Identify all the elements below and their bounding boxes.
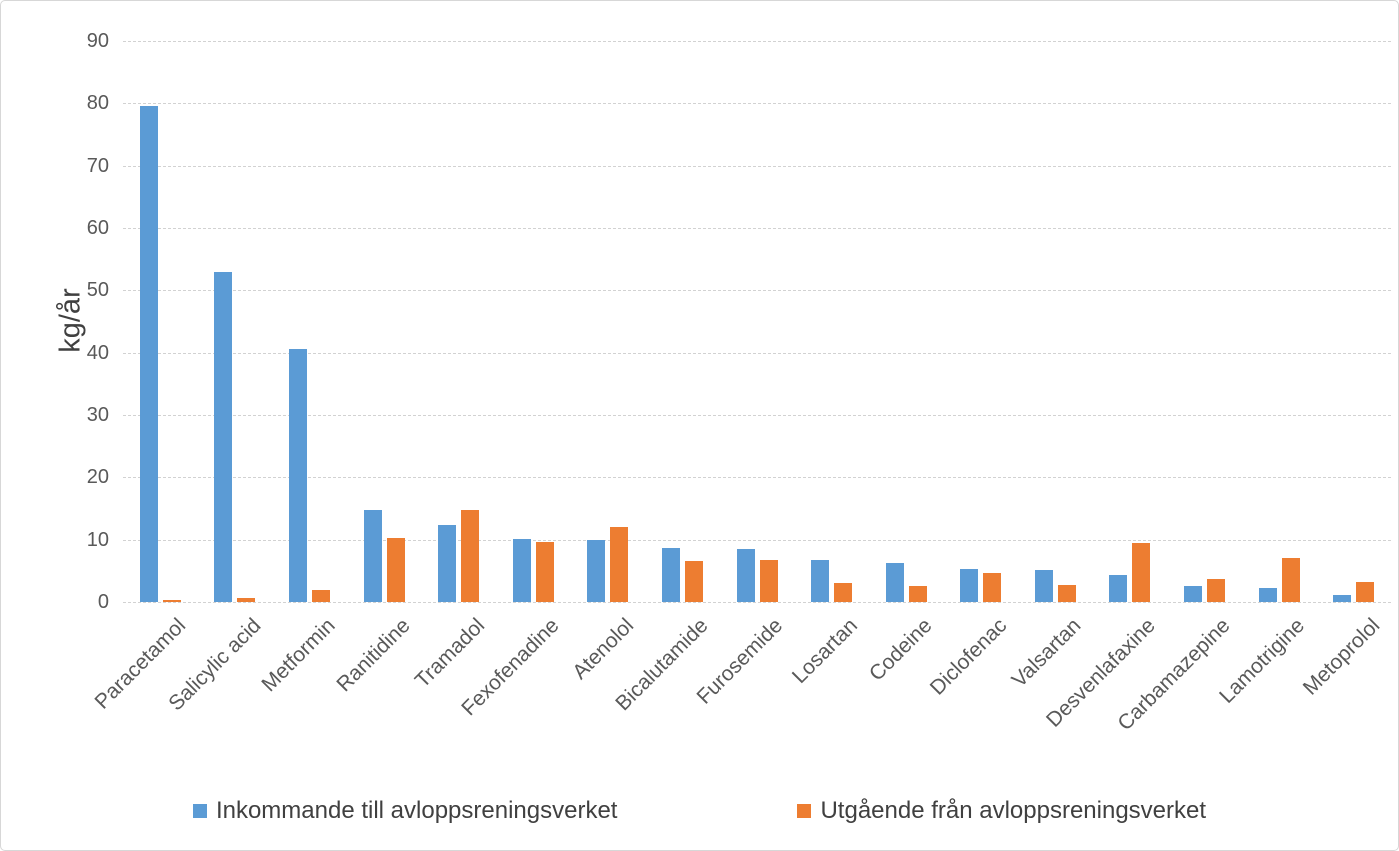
bar	[1207, 578, 1226, 602]
bar	[237, 598, 256, 602]
bar	[288, 348, 307, 602]
gridline	[123, 539, 1391, 541]
y-tick-label: 60	[86, 217, 109, 239]
bar	[1109, 575, 1128, 602]
y-tick-label: 70	[86, 154, 109, 177]
bar	[311, 589, 330, 602]
bar	[736, 549, 755, 602]
gridline	[123, 352, 1391, 354]
chart-legend: Inkommande till avloppsreningsverket Utgå…	[1, 797, 1398, 825]
x-axis-label: Metoprolol	[1298, 614, 1384, 700]
bar	[139, 106, 158, 602]
x-axis-label: Losartan	[787, 614, 862, 689]
x-axis-label: Ranitidine	[332, 614, 415, 697]
y-tick-label: 10	[86, 528, 109, 551]
bar	[1356, 582, 1375, 602]
bar	[461, 510, 480, 602]
bar	[684, 561, 703, 602]
y-tick-label: 20	[86, 466, 109, 489]
legend-item: Utgående från avloppsreningsverket	[797, 797, 1206, 825]
bar	[512, 539, 531, 602]
bar	[960, 568, 979, 602]
bar	[587, 539, 606, 602]
bar	[438, 525, 457, 602]
bar	[885, 563, 904, 602]
gridline	[123, 415, 1391, 416]
gridline	[123, 165, 1391, 167]
bar	[1281, 558, 1300, 602]
gridline	[123, 602, 1391, 603]
x-axis-label: Diclofenac	[925, 614, 1012, 700]
bar	[1258, 588, 1277, 602]
legend-label: Inkommande till avloppsreningsverket	[215, 797, 618, 824]
bar	[162, 600, 181, 602]
y-tick-label: 40	[86, 341, 109, 364]
x-axis-label: Metformin	[257, 614, 340, 697]
bar	[535, 542, 554, 602]
bar	[834, 583, 853, 602]
gridline	[123, 477, 1391, 479]
y-tick-label: 90	[86, 30, 109, 52]
bar	[1034, 569, 1053, 602]
gridline	[123, 103, 1391, 105]
y-tick-label: 80	[86, 92, 109, 115]
gridline	[123, 41, 1391, 42]
bar	[811, 559, 830, 602]
x-axis-label: Valsartan	[1007, 614, 1086, 692]
y-tick-label: 0	[97, 591, 109, 613]
y-tick-label: 50	[86, 279, 109, 302]
legend-swatch-icon	[797, 804, 812, 818]
bar	[1333, 594, 1352, 602]
legend-label: Utgående från avloppsreningsverket	[820, 797, 1207, 824]
legend-swatch-icon	[192, 804, 207, 818]
gridline	[123, 290, 1391, 292]
bar	[1132, 543, 1151, 602]
bar	[983, 573, 1002, 602]
bar	[1057, 585, 1076, 602]
bar	[363, 510, 382, 602]
x-axis-label: Codeine	[864, 614, 937, 686]
x-axis-label: Atenolol	[568, 614, 639, 684]
x-axis-label: Tramadol	[410, 614, 489, 693]
gridline	[123, 228, 1391, 229]
legend-item: Inkommande till avloppsreningsverket	[192, 797, 618, 825]
y-tick-label: 30	[86, 404, 109, 426]
bar	[908, 586, 927, 602]
bar	[610, 526, 629, 602]
bar	[1184, 586, 1203, 602]
bar	[386, 537, 405, 602]
bar	[661, 547, 680, 602]
bar	[214, 272, 233, 602]
y-axis-title: kg/år	[54, 287, 87, 353]
bar	[759, 559, 778, 602]
